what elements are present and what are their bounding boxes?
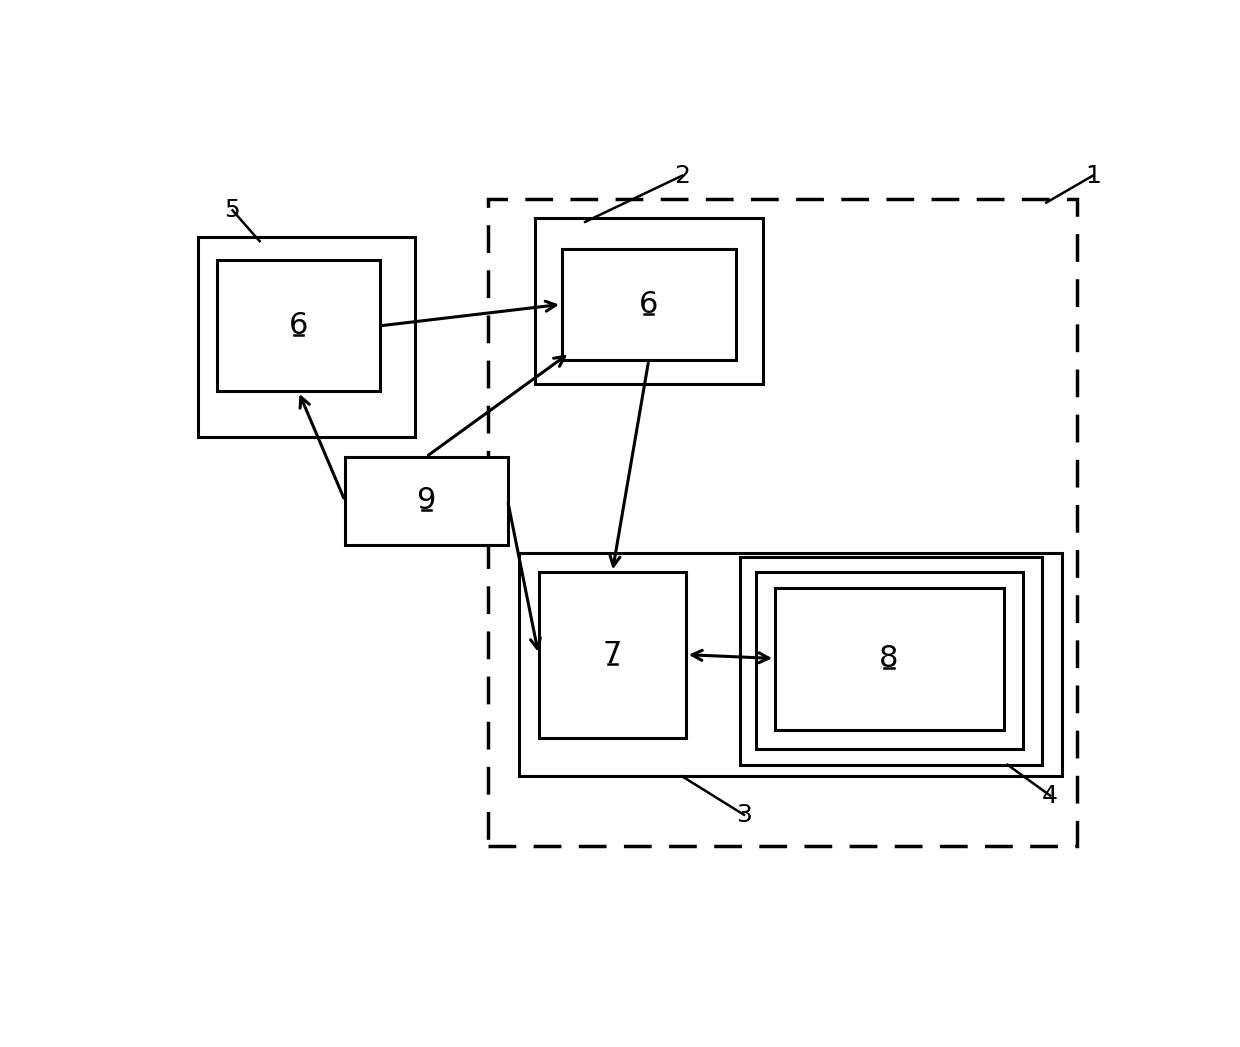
Bar <box>217 261 379 392</box>
Text: 2: 2 <box>675 163 689 187</box>
Bar <box>345 456 507 545</box>
Bar <box>740 557 1043 764</box>
Bar <box>534 218 764 383</box>
Text: 8: 8 <box>879 644 899 673</box>
Text: 4: 4 <box>1042 783 1058 807</box>
Bar <box>755 573 1023 750</box>
Text: 9: 9 <box>417 486 436 515</box>
Bar <box>489 199 1078 846</box>
Bar <box>538 573 686 738</box>
Bar <box>520 553 1061 776</box>
Bar <box>562 249 737 360</box>
Text: 6: 6 <box>289 311 308 340</box>
Text: 5: 5 <box>224 198 241 222</box>
Bar <box>775 587 1003 730</box>
Text: 3: 3 <box>737 803 751 827</box>
Text: 1: 1 <box>1085 163 1101 187</box>
Bar <box>197 238 414 438</box>
Text: 7: 7 <box>603 640 622 669</box>
Text: 6: 6 <box>639 290 658 318</box>
